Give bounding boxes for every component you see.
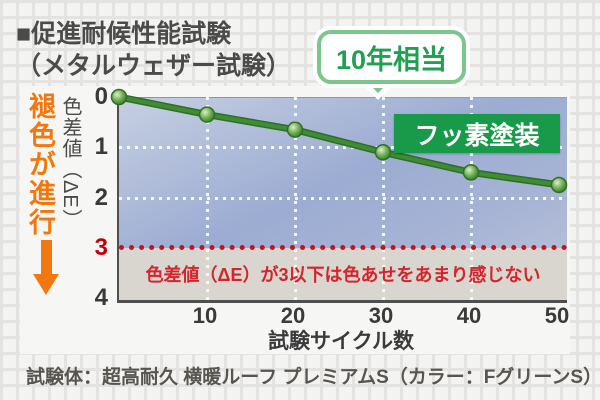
data-series-line [110,88,568,194]
plot-area: 色差値（ΔE）が3以下は色あせをあまり感じない [110,88,568,303]
horizontal-gridline-2 [119,196,567,200]
down-arrow-icon [41,240,52,276]
y-tick-3: 3 [94,233,108,261]
legend-fluorine-coating: フッ素塗装 [394,114,560,153]
down-arrow-icon-head [33,274,59,295]
x-tick-30: 30 [368,303,394,328]
y-axis-title: 色差値（ΔE） [59,96,81,230]
data-point-cycle-10 [198,106,216,123]
y-tick-2: 2 [94,183,108,211]
safe-zone-strip [119,248,567,300]
threshold-note: 色差値（ΔE）が3以下は色あせをあまり感じない [145,265,541,285]
x-axis-title: 試験サイクル数 [268,330,414,353]
horizontal-gridline-1 [119,146,567,150]
chart-title: ■促進耐候性能試験 （メタルウェザー試験） [16,18,291,82]
chart-title-line1: ■促進耐候性能試験 [16,20,232,48]
threshold-dotted-line [119,245,567,250]
data-point-cycle-40 [462,164,480,181]
x-tick-20: 20 [280,303,306,328]
data-point-cycle-50 [550,176,568,194]
x-tick-50: 50 [544,303,570,328]
callout-10-years: 10年相当 [317,30,466,84]
x-tick-40: 40 [456,303,482,328]
series-points [110,88,568,194]
fading-progress-label: 褪色が進行 [25,92,55,237]
specimen-caption: 試験体：超高耐久 横暖ルーフ プレミアムS（カラー：FグリーンS） [26,367,600,388]
y-tick-0: 0 [94,83,108,110]
y-tick-1: 1 [94,133,108,161]
chart-title-line2: （メタルウェザー試験） [16,52,292,80]
data-point-cycle-20 [286,121,304,138]
x-tick-10: 10 [192,303,218,328]
y-tick-4: 4 [94,284,108,311]
data-point-cycle-30 [374,144,392,161]
series-line [117,95,561,187]
data-point-cycle-0 [110,88,128,106]
